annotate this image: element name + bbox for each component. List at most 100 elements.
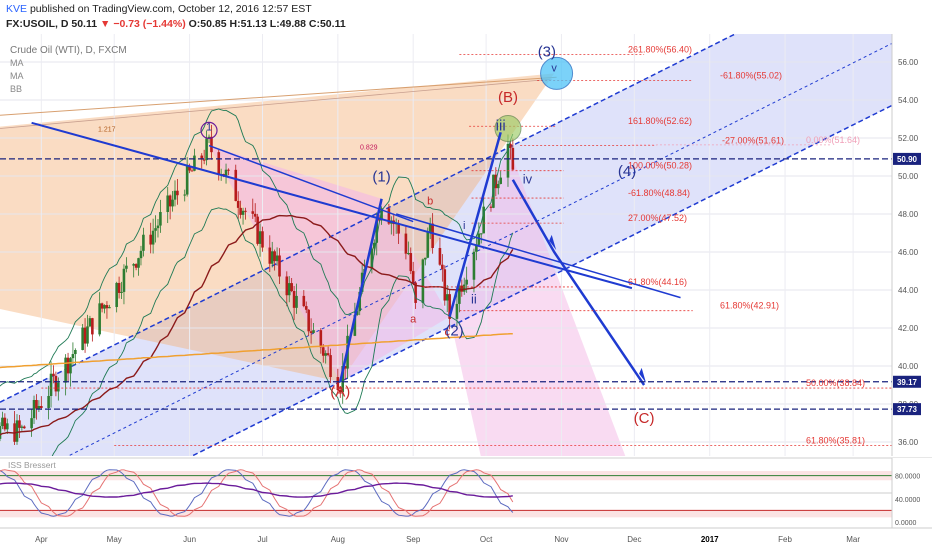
candle-body-119 xyxy=(370,248,374,270)
osc-tick-2: 0.0000 xyxy=(895,520,917,527)
candle-body-67 xyxy=(190,170,194,172)
wave-iii-circle xyxy=(494,115,522,142)
candle-body-158 xyxy=(499,177,502,184)
indicator-legend: Crude Oil (WTI), D, FXCM MA MA BB xyxy=(10,44,127,96)
candle-body-49 xyxy=(132,264,135,266)
publisher-name[interactable]: KVE xyxy=(6,3,28,15)
osc-series-2 xyxy=(0,469,514,517)
price-tick-7: 50.00 xyxy=(898,172,919,181)
instrument-title: Crude Oil (WTI), D, FXCM xyxy=(10,45,127,56)
candle-body-134 xyxy=(421,259,425,303)
bb-lower-band xyxy=(51,207,514,456)
time-tick-10: Feb xyxy=(778,535,792,544)
candle-body-33 xyxy=(74,349,77,355)
wave-label-10: c xyxy=(444,327,450,339)
candle-body-74 xyxy=(217,152,221,175)
time-tick-0: Apr xyxy=(35,535,48,544)
osc-os-band xyxy=(0,510,892,518)
close-value: C:50.11 xyxy=(308,18,346,30)
trendline-lower xyxy=(395,213,681,299)
candle-body-55 xyxy=(151,230,155,245)
candle-body-36 xyxy=(86,326,89,344)
wave-1-circle xyxy=(200,121,218,139)
wave-label-8: a xyxy=(410,313,417,325)
candle-body-44 xyxy=(115,282,118,308)
candle-body-78 xyxy=(227,169,230,171)
candle-body-62 xyxy=(173,190,177,200)
candle-body-17 xyxy=(20,426,24,428)
wave-label-11: i xyxy=(463,220,465,232)
candle-body-92 xyxy=(275,255,279,262)
published-text: published on TradingView.com, October 12… xyxy=(29,3,312,15)
candle-body-30 xyxy=(66,357,70,374)
osc-axis-bg xyxy=(892,458,932,528)
wave-label-0: 1 xyxy=(206,121,212,133)
bb-upper-band xyxy=(0,108,514,387)
candle-body-148 xyxy=(465,279,468,285)
indicator-ma-1[interactable]: MA xyxy=(10,58,24,68)
candle-body-39 xyxy=(98,303,101,335)
candle-body-147 xyxy=(462,284,466,292)
fib-label-3: -27.00%(51.61) xyxy=(722,135,784,145)
time-tick-2: Jun xyxy=(183,535,196,544)
wave-label-2: (A) xyxy=(330,383,350,400)
wave-label-4: (C) xyxy=(634,410,655,427)
channel-lower-line xyxy=(190,104,892,456)
last-price: 50.11 xyxy=(71,18,98,30)
time-tick-3: Jul xyxy=(257,535,267,544)
wave-label-13: iii xyxy=(496,117,506,134)
candle-body-123 xyxy=(380,208,383,221)
candle-body-107 xyxy=(326,353,330,356)
high-value: H:51.13 xyxy=(229,18,267,30)
projection-arrowhead xyxy=(639,367,647,383)
candle-body-60 xyxy=(168,195,172,207)
candle-body-34 xyxy=(81,327,84,350)
candle-body-139 xyxy=(438,247,442,265)
candle-body-144 xyxy=(455,303,459,319)
candle-body-140 xyxy=(441,264,444,270)
candle-body-79 xyxy=(234,169,238,201)
candle-body-54 xyxy=(149,234,152,245)
price-tag-2: 37.73 xyxy=(897,405,918,414)
candle-body-124 xyxy=(387,208,391,224)
candle-body-24 xyxy=(47,395,50,408)
fib-label-9: 61.80%(42.91) xyxy=(720,301,779,311)
candle-body-26 xyxy=(52,373,55,376)
candle-body-19 xyxy=(30,418,33,429)
candle-body-149 xyxy=(472,251,476,280)
time-tick-7: Nov xyxy=(554,535,568,544)
candle-body-50 xyxy=(134,264,138,268)
candle-body-102 xyxy=(309,331,313,333)
fib-label-10: 50.00%(38.84) xyxy=(806,378,865,388)
candle-body-42 xyxy=(105,305,109,309)
osc-tick-1: 40.0000 xyxy=(895,497,920,504)
candle-body-68 xyxy=(193,155,196,171)
indicator-bb[interactable]: BB xyxy=(10,84,23,94)
price-tag-0: 50.90 xyxy=(897,155,918,164)
projection-path xyxy=(511,179,646,386)
fib-label-7: 27.00%(47.52) xyxy=(628,213,687,223)
candle-body-141 xyxy=(443,269,447,301)
price-tag-1: 39.17 xyxy=(897,378,918,387)
candle-body-105 xyxy=(321,347,325,356)
candle-body-21 xyxy=(35,399,38,409)
price-tick-2: 40.00 xyxy=(898,362,919,371)
oscillator-title: ISS Bressert xyxy=(8,460,56,470)
candle-body-31 xyxy=(69,358,72,374)
candle-body-100 xyxy=(304,306,308,310)
candle-body-29 xyxy=(64,357,67,383)
orange-fork-edge xyxy=(0,78,552,129)
indicator-ma-2[interactable]: MA xyxy=(10,71,24,81)
candle-body-108 xyxy=(329,355,332,378)
pink-abc-fill-1 xyxy=(209,145,382,382)
candle-body-84 xyxy=(251,211,255,214)
fib-label-2: 161.80%(52.62) xyxy=(628,116,692,126)
fib-label-4: 0.00%(51.64) xyxy=(806,135,860,145)
candle-body-11 xyxy=(1,417,4,427)
candle-body-52 xyxy=(139,250,143,259)
price-tick-3: 42.00 xyxy=(898,324,919,333)
candle-body-112 xyxy=(343,365,347,369)
candle-body-122 xyxy=(377,219,381,221)
candle-body-142 xyxy=(445,294,449,301)
